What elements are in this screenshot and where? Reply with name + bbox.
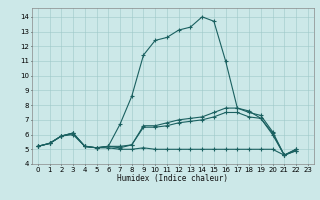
X-axis label: Humidex (Indice chaleur): Humidex (Indice chaleur) — [117, 174, 228, 183]
